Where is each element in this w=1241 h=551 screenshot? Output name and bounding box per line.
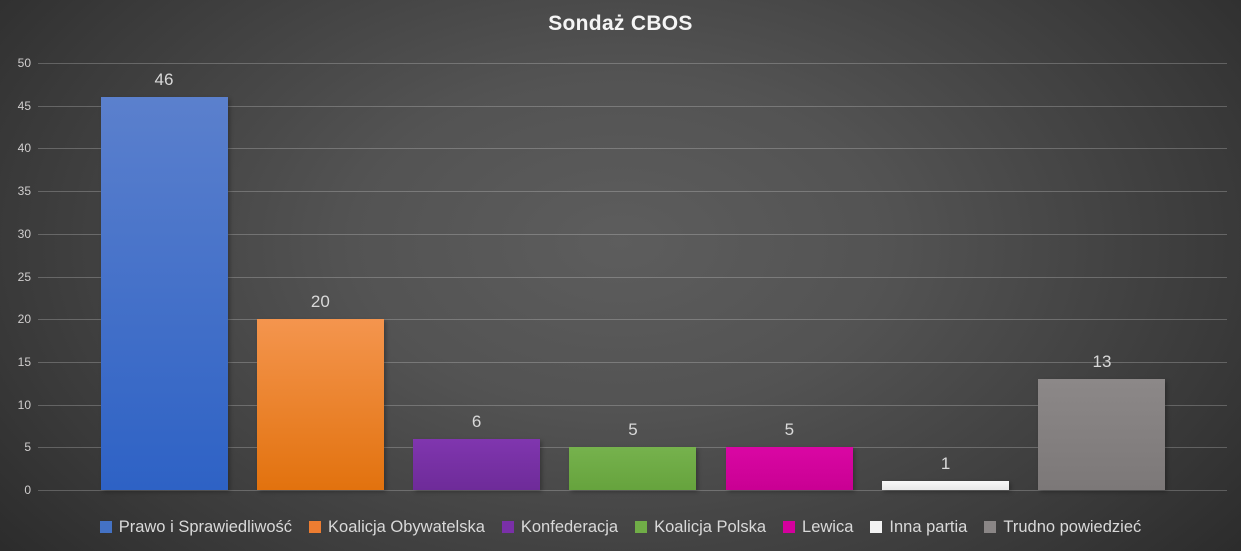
y-tick-label: 30 (17, 226, 31, 241)
y-tick-label: 10 (17, 397, 31, 412)
bar-value-label: 1 (940, 454, 951, 474)
bar-7 (1038, 378, 1166, 490)
y-tick-label: 5 (24, 440, 31, 455)
legend-item: Inna partia (870, 518, 967, 537)
legend-marker-icon (870, 521, 883, 533)
y-tick-label: 15 (17, 354, 31, 369)
bar-value-label: 5 (784, 420, 795, 440)
legend-item: Koalicja Polska (635, 518, 766, 537)
legend-label: Prawo i Sprawiedliwość (118, 517, 293, 536)
legend-marker-icon (501, 521, 514, 533)
bar-5 (725, 447, 853, 490)
legend-marker-icon (635, 521, 648, 533)
gridline (38, 105, 1227, 107)
legend: Prawo i Sprawiedliwość Koalicja Obywatels… (0, 512, 1241, 542)
legend-item: Prawo i Sprawiedliwość (99, 517, 293, 537)
gridline (38, 319, 1227, 321)
legend-label: Lewica (802, 517, 854, 536)
y-tick-label: 35 (17, 184, 31, 199)
legend-label: Trudno powiedzieć (1003, 517, 1142, 536)
legend-label: Koalicja Polska (654, 517, 767, 536)
gridline (38, 233, 1227, 235)
bar-2 (256, 319, 384, 490)
legend-label: Inna partia (889, 517, 968, 536)
plot-area: 46 20 6 5 5 1 13 (38, 63, 1227, 491)
chart-title: Sondaż CBOS (548, 12, 693, 35)
legend-label: Koalicja Obywatelska (328, 517, 485, 536)
gridline (38, 63, 1227, 64)
bar-value-label: 13 (1092, 351, 1112, 371)
legend-marker-icon (984, 521, 997, 533)
gridline (38, 404, 1227, 406)
gridline (38, 276, 1227, 278)
bar-6 (882, 481, 1010, 490)
y-tick-label: 0 (24, 483, 31, 497)
gridline (38, 361, 1227, 363)
bar-4 (569, 447, 697, 490)
bar-value-label: 5 (628, 420, 638, 440)
bar-value-label: 46 (154, 70, 174, 90)
bar-value-label: 6 (471, 411, 482, 431)
gridline (38, 148, 1227, 150)
y-tick-label: 50 (17, 56, 31, 70)
legend-label: Konfederacja (520, 517, 619, 536)
legend-item: Trudno powiedzieć (984, 518, 1141, 537)
y-tick-label: 25 (17, 269, 31, 284)
legend-marker-icon (309, 521, 322, 533)
bar-value-label: 20 (310, 292, 330, 312)
gridline (38, 490, 1227, 491)
legend-item: Konfederacja (501, 517, 619, 537)
legend-marker-icon (783, 521, 796, 533)
y-tick-label: 40 (17, 141, 31, 156)
legend-item: Lewica (783, 518, 853, 537)
y-tick-label: 45 (17, 98, 31, 113)
gridline (38, 191, 1227, 193)
bar-3 (413, 438, 541, 490)
bar-1 (100, 97, 228, 490)
legend-item: Koalicja Obywatelska (309, 518, 485, 537)
y-tick-label: 20 (17, 312, 31, 327)
legend-marker-icon (99, 521, 112, 533)
